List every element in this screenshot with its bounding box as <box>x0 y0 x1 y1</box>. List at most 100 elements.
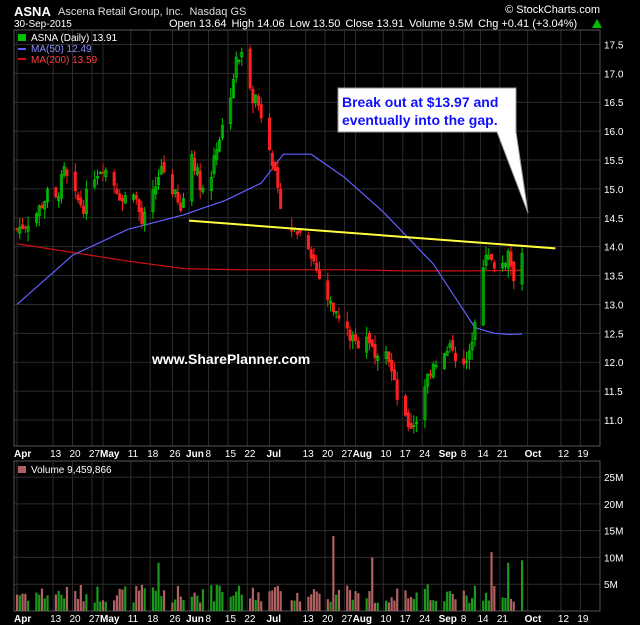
volume-bar <box>368 591 371 611</box>
volume-tick-label: 25M <box>604 473 623 484</box>
volume-bar <box>446 591 449 611</box>
date-tick-label: 19 <box>577 449 589 460</box>
ma200-legend-label: MA(200) 13.59 <box>31 55 98 66</box>
candle-body <box>18 226 22 234</box>
volume-bar <box>115 595 119 611</box>
candle-body <box>120 197 124 202</box>
candle-body <box>154 186 158 195</box>
date-tick-label: 15 <box>225 614 237 625</box>
candle-body <box>176 191 180 203</box>
date-tick-label: 13 <box>303 449 315 460</box>
volume-bar <box>387 602 390 611</box>
volume-bar <box>390 597 393 611</box>
date-tick-label: 24 <box>419 449 431 460</box>
volume-bar <box>257 592 260 611</box>
volume-bar <box>212 601 216 611</box>
candle-body <box>84 189 88 215</box>
candle-body <box>40 205 44 209</box>
candle-body <box>453 352 457 362</box>
volume-bar <box>162 590 166 611</box>
date-tick-label: 18 <box>147 614 159 625</box>
date-tick-label: 26 <box>169 614 181 625</box>
volume-bar <box>354 591 357 611</box>
change-up-arrow-icon <box>592 19 602 28</box>
callout-line-1: Break out at $13.97 and <box>342 94 498 110</box>
candle-body <box>503 263 507 267</box>
date-tick-label: 27 <box>341 614 353 625</box>
volume-bar <box>373 602 377 611</box>
volume-bar <box>412 599 415 611</box>
candle-body <box>59 174 63 199</box>
candle-body <box>268 117 272 151</box>
volume-bar <box>268 591 271 611</box>
volume-bar <box>82 601 85 611</box>
volume-bar <box>104 601 107 611</box>
candle-body <box>490 253 494 260</box>
volume-bar <box>357 593 360 611</box>
volume-bar <box>201 589 205 611</box>
date-tick-label: 8 <box>205 449 211 460</box>
volume-bar <box>443 601 446 611</box>
volume-tick-label: 20M <box>604 500 623 511</box>
candle-body <box>115 189 119 195</box>
volume-bar <box>79 585 82 611</box>
candle-body <box>348 329 352 341</box>
candle-body <box>462 358 466 365</box>
volume-bar <box>121 589 124 611</box>
price-tick-label: 15.0 <box>604 185 624 196</box>
volume-bar <box>487 600 490 611</box>
volume-legend-swatch <box>18 466 26 473</box>
volume-bar <box>484 592 488 611</box>
volume-bar <box>249 598 252 611</box>
price-tick-label: 14.0 <box>604 243 624 254</box>
volume-bar <box>298 601 302 611</box>
price-panel-frame <box>13 29 601 447</box>
date-tick-label: 14 <box>477 614 489 625</box>
date-tick-label: 26 <box>169 449 181 460</box>
chart-date: 30-Sep-2015 <box>14 19 72 30</box>
volume-bar <box>40 588 44 611</box>
volume-bar <box>290 600 293 611</box>
candle-body <box>351 334 355 342</box>
volume-bar <box>221 591 224 611</box>
date-tick-label: Jun <box>186 614 204 625</box>
candle-body <box>248 48 252 89</box>
candle-body <box>354 334 358 342</box>
date-tick-label: Apr <box>14 614 31 625</box>
candle-body <box>215 149 219 160</box>
candle-body <box>409 422 413 429</box>
candle-body <box>309 249 313 259</box>
ma50-legend-label: MA(50) 12.49 <box>31 44 92 55</box>
volume-bar <box>199 602 202 611</box>
volume-bar <box>434 600 438 611</box>
date-tick-label: 20 <box>70 449 82 460</box>
volume-bar <box>296 592 299 611</box>
volume-bar <box>65 586 69 611</box>
date-tick-label: Jun <box>186 449 204 460</box>
candle-body <box>170 174 174 195</box>
volume-bar <box>276 585 279 611</box>
price-tick-label: 12.0 <box>604 358 624 369</box>
candle-body <box>445 350 449 356</box>
candle-body <box>465 360 469 363</box>
volume-bar <box>174 599 177 611</box>
volume-bar <box>407 598 410 611</box>
volume-bar <box>423 588 427 611</box>
volume-bar <box>504 597 507 611</box>
date-tick-label: 15 <box>225 449 237 460</box>
candle-body <box>151 189 155 213</box>
date-tick-label: 12 <box>558 614 570 625</box>
volume-bar <box>171 602 174 611</box>
candle-body <box>118 193 122 201</box>
candle-body <box>390 359 394 372</box>
volume-bar <box>429 600 432 611</box>
date-tick-label: 20 <box>70 614 82 625</box>
date-tick-label: 27 <box>341 449 353 460</box>
candle-body <box>57 196 61 202</box>
date-tick-label: 22 <box>244 449 256 460</box>
candle-body <box>218 139 222 152</box>
volume-bar <box>85 594 88 611</box>
volume-bar <box>462 590 465 611</box>
candle-body <box>317 270 321 279</box>
brand-label[interactable]: © StockCharts.com <box>505 4 600 16</box>
